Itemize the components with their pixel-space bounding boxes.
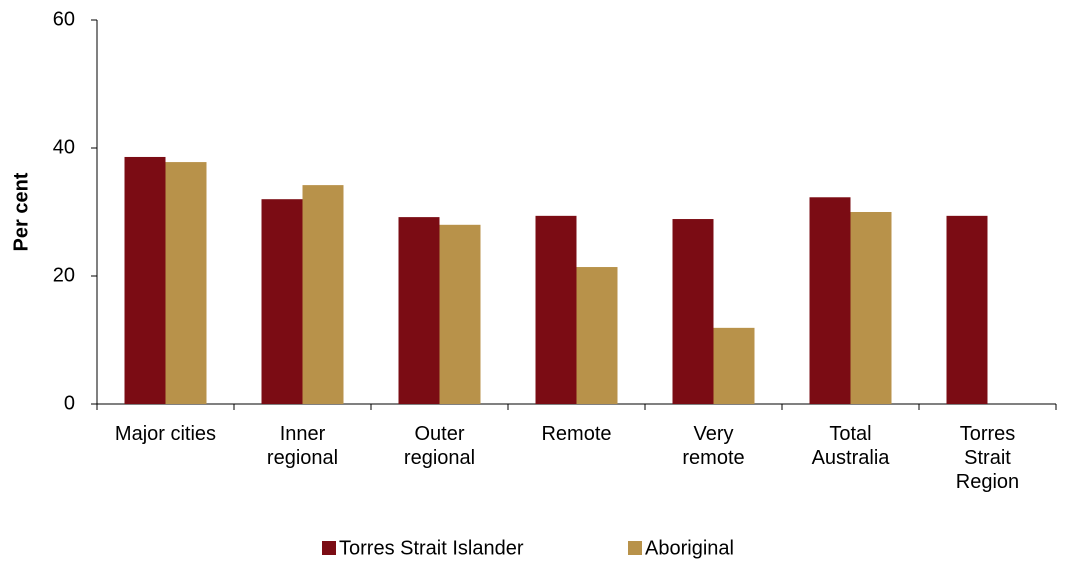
legend-swatch <box>322 541 336 555</box>
bar <box>576 267 618 404</box>
legend-label: Torres Strait Islander <box>339 537 524 559</box>
x-tick-label: Outer regional <box>403 423 476 469</box>
x-tick-label: Major cities <box>114 423 217 445</box>
y-tick-label: 60 <box>53 8 75 30</box>
bar <box>713 327 755 404</box>
bar <box>946 215 988 404</box>
y-tick-label: 0 <box>64 392 75 414</box>
y-axis-label: Per cent <box>10 172 32 251</box>
bar <box>672 219 714 404</box>
x-tick-label: Very remote <box>682 423 745 469</box>
bar <box>809 197 851 404</box>
bar <box>165 162 207 404</box>
bar <box>261 199 303 404</box>
bar <box>535 215 577 404</box>
bar <box>302 185 344 404</box>
legend-swatch <box>628 541 642 555</box>
x-tick-label: Inner regional <box>266 423 339 469</box>
bar <box>124 156 166 404</box>
y-tick-label: 40 <box>53 136 75 158</box>
bar <box>850 212 892 404</box>
x-tick-label: Torres Strait Region <box>955 423 1020 493</box>
bar <box>398 217 440 404</box>
x-tick-label: Remote <box>541 423 612 445</box>
x-tick-label: Total Australia <box>811 423 890 469</box>
legend-label: Aboriginal <box>645 537 734 559</box>
y-tick-label: 20 <box>53 264 75 286</box>
bar <box>439 224 481 404</box>
